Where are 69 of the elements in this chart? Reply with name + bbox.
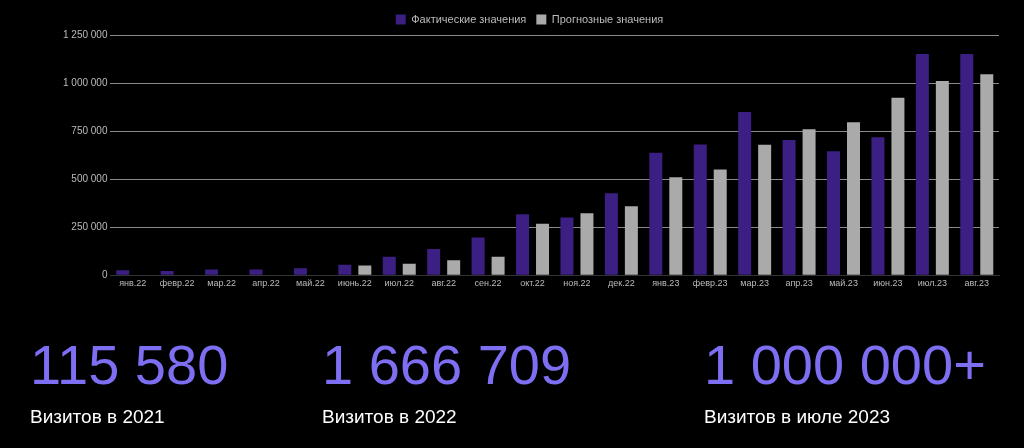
bar bbox=[980, 74, 994, 275]
text: 115 580 bbox=[30, 332, 229, 398]
text: Визитов в июле 2023 bbox=[704, 406, 892, 428]
bar bbox=[249, 269, 263, 275]
bar bbox=[782, 139, 796, 275]
bar bbox=[713, 169, 727, 275]
text: 1 000 000+ bbox=[704, 332, 986, 398]
bar bbox=[915, 54, 929, 275]
x-tick-label: дек.22 bbox=[608, 278, 635, 289]
x-tick-label: июн.23 bbox=[873, 278, 903, 289]
bar bbox=[802, 129, 816, 275]
y-tick-label: 1 000 000 bbox=[62, 76, 108, 88]
bar bbox=[491, 256, 505, 275]
bar bbox=[871, 137, 885, 275]
y-tick-label: 500 000 bbox=[71, 172, 108, 184]
bar bbox=[382, 256, 396, 275]
bar bbox=[293, 268, 307, 275]
x-tick-label: февр.22 bbox=[159, 278, 195, 289]
text: 1 666 709 bbox=[322, 332, 572, 398]
bar bbox=[358, 265, 372, 275]
bar bbox=[338, 264, 352, 275]
bar bbox=[758, 144, 772, 275]
bar bbox=[891, 97, 905, 275]
bar bbox=[402, 263, 416, 275]
x-tick-label: авг.22 bbox=[431, 278, 456, 289]
bar bbox=[847, 122, 860, 275]
bar bbox=[604, 193, 618, 275]
x-tick-label: июл.22 bbox=[384, 278, 414, 289]
bar bbox=[669, 177, 683, 275]
bar bbox=[693, 144, 707, 275]
legend-label: Прогнозные значения bbox=[551, 12, 664, 25]
bar bbox=[827, 151, 841, 275]
bar bbox=[649, 152, 663, 275]
bar bbox=[427, 249, 441, 275]
x-tick-label: окт.22 bbox=[520, 278, 545, 289]
bar bbox=[580, 213, 594, 275]
bar bbox=[116, 270, 130, 275]
x-tick-label: апр.23 bbox=[785, 278, 813, 289]
y-tick-label: 750 000 bbox=[71, 124, 108, 136]
x-tick-label: мар.23 bbox=[740, 278, 770, 289]
bar bbox=[738, 112, 752, 275]
bar bbox=[624, 206, 638, 275]
bar bbox=[205, 269, 219, 275]
x-tick-label: янв.22 bbox=[119, 278, 147, 289]
x-tick-label: май.23 bbox=[829, 278, 858, 289]
x-tick-label: авг.23 bbox=[964, 278, 990, 289]
x-tick-label: сен.22 bbox=[474, 278, 502, 289]
text: Визитов в 2021 bbox=[30, 406, 166, 428]
bar bbox=[560, 217, 574, 275]
bar bbox=[935, 81, 949, 275]
x-tick-label: февр.23 bbox=[692, 278, 728, 289]
x-tick-label: июнь.22 bbox=[337, 278, 372, 289]
text: Визитов в 2022 bbox=[322, 406, 458, 428]
bar bbox=[160, 270, 174, 275]
x-tick-label: июл.23 bbox=[917, 278, 948, 289]
x-tick-label: апр.22 bbox=[252, 278, 280, 289]
bar bbox=[471, 237, 485, 275]
x-tick-label: мар.22 bbox=[207, 278, 236, 289]
bar bbox=[536, 223, 550, 275]
x-tick-label: ноя.22 bbox=[563, 278, 591, 289]
x-tick-label: янв.23 bbox=[652, 278, 680, 289]
legend-label: Фактические значения bbox=[411, 12, 527, 25]
bar bbox=[447, 260, 461, 275]
y-tick-label: 250 000 bbox=[71, 220, 108, 232]
bar bbox=[960, 54, 974, 275]
y-tick-label: 0 bbox=[101, 268, 108, 280]
x-tick-label: май.22 bbox=[296, 278, 325, 289]
bar bbox=[516, 214, 530, 275]
y-tick-label: 1 250 000 bbox=[62, 28, 108, 40]
